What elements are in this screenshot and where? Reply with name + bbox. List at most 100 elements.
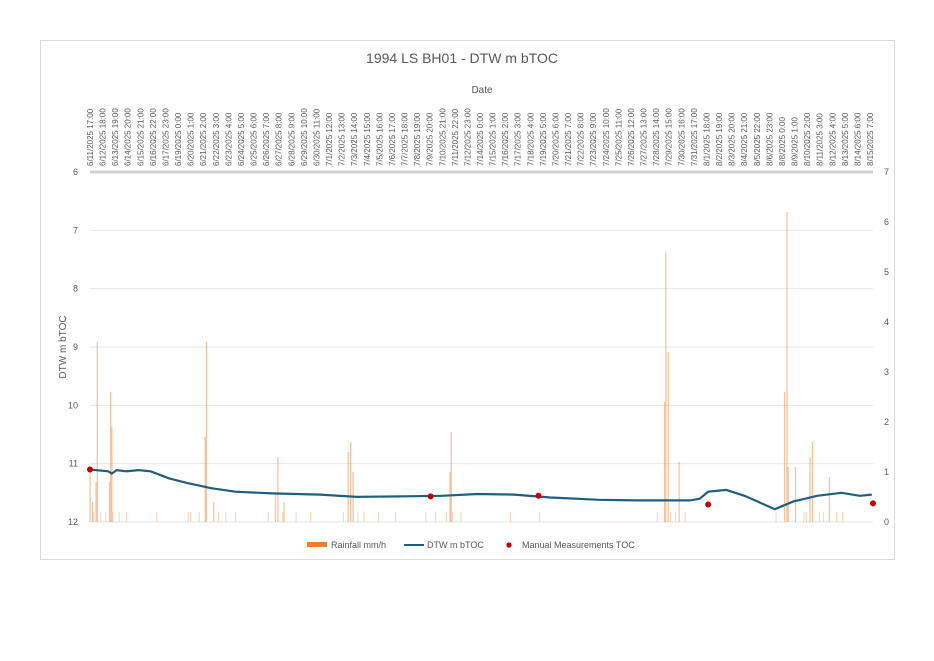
x-tick-label: 8/15/2025 7:00 — [866, 112, 875, 166]
rainfall-bar — [190, 512, 192, 522]
x-tick-label: 6/28/2025 9:00 — [287, 112, 296, 166]
rainfall-bar — [434, 512, 436, 522]
x-tick-label: 7/12/2025 23:00 — [463, 108, 472, 166]
rainfall-bar — [794, 467, 797, 522]
x-axis-title: Date — [471, 85, 493, 96]
legend-manual-marker — [506, 542, 512, 548]
x-tick-label: 7/20/2025 6:00 — [551, 112, 560, 166]
rainfall-bar — [836, 512, 838, 522]
x-tick-label: 7/3/2025 14:00 — [350, 112, 359, 166]
rainfall-bar — [425, 512, 427, 522]
rainfall-bar — [282, 512, 284, 522]
x-tick-label: 7/27/2025 13:00 — [640, 108, 649, 166]
x-tick-label: 6/29/2025 10:00 — [300, 108, 309, 166]
rainfall-bar — [656, 512, 658, 522]
rainfall-bar — [451, 512, 453, 522]
rainfall-bar — [112, 512, 114, 522]
x-tick-label: 7/24/2025 10:00 — [602, 108, 611, 166]
rainfall-bar — [684, 512, 686, 522]
x-tick-label: 8/5/2025 22:00 — [753, 112, 762, 166]
x-tick-label: 8/4/2025 21:00 — [740, 112, 749, 166]
rainfall-bar — [213, 502, 215, 522]
x-tick-label: 6/21/2025 2:00 — [199, 112, 208, 166]
manual-measurement-point — [535, 492, 542, 499]
manual-measurement-point — [705, 501, 712, 508]
right-tick-label: 1 — [884, 467, 889, 477]
x-tick-label: 7/1/2025 12:00 — [325, 112, 334, 166]
x-tick-label: 8/9/2025 1:00 — [791, 117, 800, 166]
gridlines — [90, 170, 873, 523]
x-tick-label: 6/15/2025 21:00 — [136, 108, 145, 166]
rainfall-bar — [450, 432, 452, 522]
rainfall-bar — [678, 462, 680, 522]
rainfall-bar — [342, 512, 344, 522]
rainfall-bar — [118, 512, 120, 522]
x-tick-label: 6/25/2025 6:00 — [250, 112, 259, 166]
x-tick-label: 6/16/2025 22:00 — [149, 108, 158, 166]
rainfall-bar — [828, 477, 831, 522]
x-tick-label: 6/20/2025 1:00 — [187, 112, 196, 166]
rainfall-bar — [539, 512, 541, 522]
rainfall-bar — [822, 512, 824, 522]
rainfall-bar — [187, 512, 189, 522]
rainfall-bar — [93, 512, 95, 522]
left-tick-label: 8 — [73, 284, 78, 294]
rainfall-bar — [803, 512, 805, 522]
x-tick-label: 7/5/2025 16:00 — [375, 112, 384, 166]
x-tick-label: 8/13/2025 5:00 — [841, 112, 850, 166]
x-tick-label: 7/2/2025 13:00 — [338, 112, 347, 166]
rainfall-bar — [95, 482, 97, 522]
dtw-line — [89, 468, 872, 511]
rainfall-bar — [108, 482, 111, 522]
right-tick-label: 7 — [884, 167, 889, 177]
chart-container — [40, 40, 895, 560]
rainfall-bar — [363, 512, 365, 522]
x-tick-label: 7/11/2025 22:00 — [451, 108, 460, 166]
rainfall-bar — [204, 437, 206, 522]
x-tick-label: 8/8/2025 0:00 — [778, 117, 787, 166]
rainfall-bar — [663, 402, 666, 522]
left-tick-label: 9 — [73, 342, 78, 352]
rainfall-bar — [787, 467, 789, 522]
rainfall-bar — [805, 512, 807, 522]
legend: Rainfall mm/h DTW m bTOC Manual Measurem… — [307, 540, 635, 550]
rainfall-bar — [96, 342, 98, 522]
x-tick-label: 7/4/2025 15:00 — [363, 112, 372, 166]
rainfall-bar — [217, 512, 219, 522]
x-axis-categories: 6/11/2025 17:00 6/12/2025 18:00 6/13/2025 … — [86, 108, 875, 166]
left-tick-label: 12 — [68, 517, 78, 527]
x-tick-label: 7/8/2025 19:00 — [413, 112, 422, 166]
left-axis-ticks: 6 7 8 9 10 11 12 — [68, 167, 78, 527]
x-tick-label: 7/30/2025 16:00 — [677, 108, 686, 166]
x-tick-label: 7/16/2025 2:00 — [501, 112, 510, 166]
rainfall-bar — [347, 452, 349, 522]
x-tick-label: 8/10/2025 2:00 — [803, 112, 812, 166]
rainfall-bar — [156, 512, 158, 522]
left-tick-label: 11 — [69, 459, 78, 469]
manual-measurement-point — [870, 500, 876, 507]
x-tick-label: 7/22/2025 8:00 — [577, 112, 586, 166]
rainfall-bar — [449, 472, 451, 522]
manual-measurement-point — [87, 466, 93, 473]
rainfall-bar — [198, 512, 200, 522]
x-tick-label: 6/17/2025 23:00 — [161, 108, 170, 166]
x-tick-label: 6/11/2025 17:00 — [86, 108, 95, 166]
rainfall-bars — [89, 212, 844, 522]
x-tick-label: 6/22/2025 3:00 — [212, 112, 221, 166]
rainfall-bar — [670, 512, 672, 522]
rainfall-bar — [842, 512, 844, 522]
x-tick-label: 7/25/2025 11:00 — [614, 108, 623, 166]
rainfall-bar — [377, 512, 379, 522]
rainfall-bar — [510, 512, 512, 522]
x-tick-label: 8/11/2025 3:00 — [816, 113, 825, 166]
rainfall-bar — [89, 472, 91, 522]
rainfall-bar — [205, 342, 208, 522]
rainfall-bar — [225, 512, 227, 522]
x-tick-label: 6/30/2025 11:00 — [312, 108, 321, 166]
x-tick-label: 7/6/2025 17:00 — [388, 112, 397, 166]
rainfall-bar — [310, 512, 312, 522]
rainfall-bar — [91, 502, 94, 522]
x-tick-label: 6/24/2025 5:00 — [237, 112, 246, 166]
rainfall-bar — [357, 512, 359, 522]
